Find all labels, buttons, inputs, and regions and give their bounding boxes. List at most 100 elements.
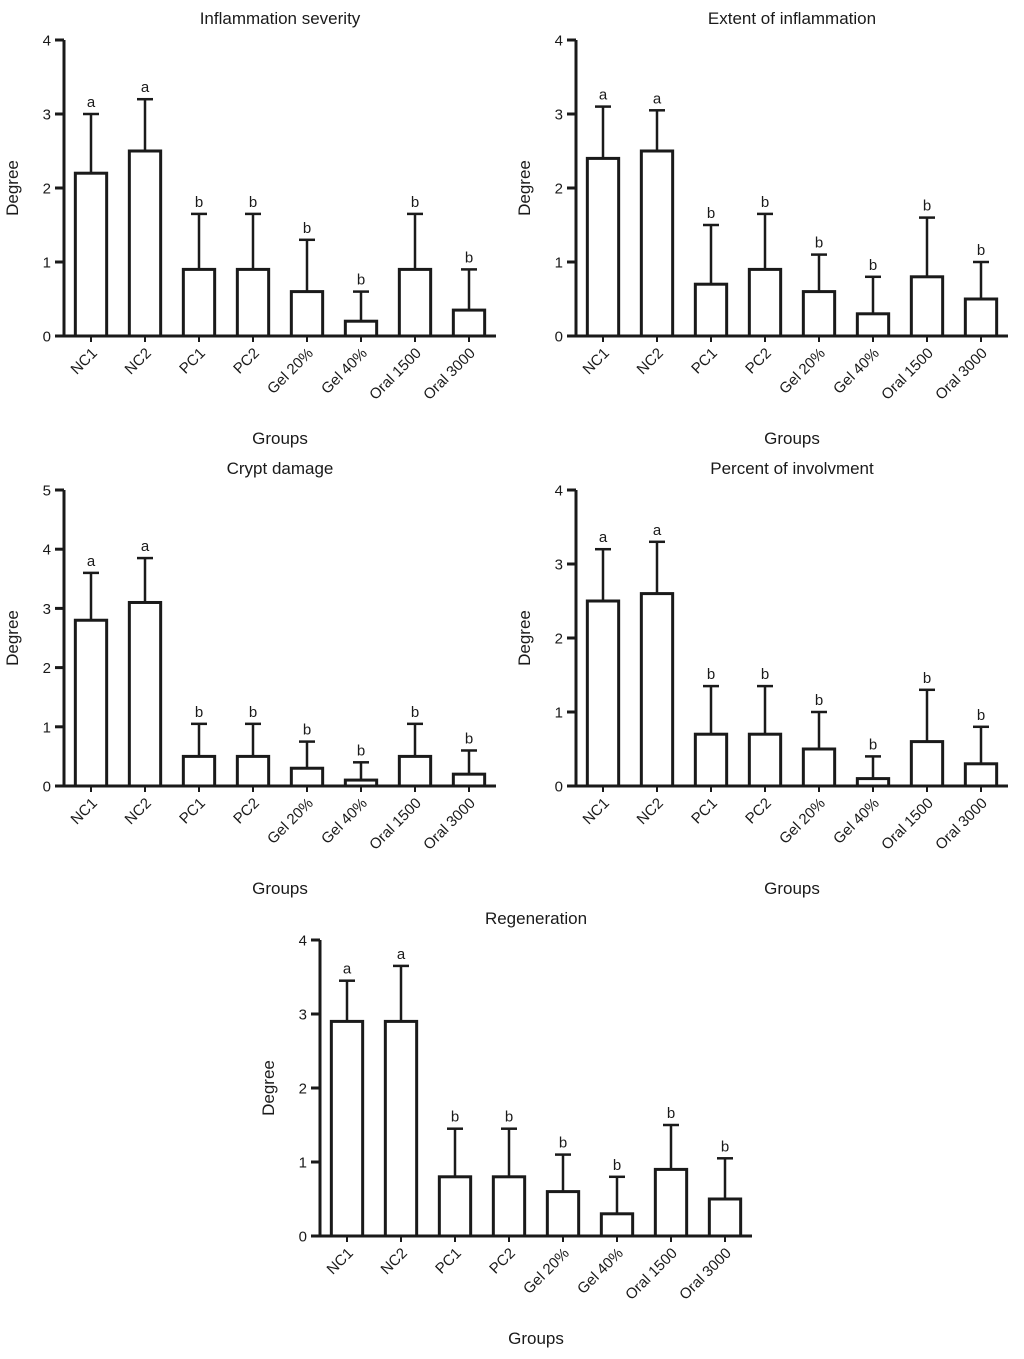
bar-gel-40 <box>343 319 379 338</box>
x-tick-label-oral-3000: Oral 3000 <box>676 1245 735 1304</box>
bar-pc2 <box>747 267 783 338</box>
chart-canvas: Percent of involvment 0 1 2 3 4 Degree a NC1 a NC2… <box>515 459 1008 898</box>
x-tick-label-oral-3000: Oral 3000 <box>932 345 991 404</box>
bar-nc1 <box>585 599 621 788</box>
y-tick-label: 2 <box>43 660 51 677</box>
sig-label-oral-3000: b <box>977 242 985 259</box>
sig-label-gel-40: b <box>869 257 877 274</box>
y-axis-label: Degree <box>3 610 22 666</box>
sig-label-gel-20: b <box>559 1135 567 1152</box>
y-tick-label: 0 <box>299 1229 307 1246</box>
y-tick-label: 4 <box>43 33 51 50</box>
bar-oral-3000 <box>963 297 999 338</box>
y-tick-label: 1 <box>43 719 51 736</box>
chart-title: Extent of inflammation <box>708 9 876 28</box>
y-tick-label: 1 <box>299 1155 307 1172</box>
sig-label-pc2: b <box>505 1109 513 1126</box>
y-tick-label: 4 <box>43 542 51 559</box>
x-tick-label-pc2: PC2 <box>230 795 263 828</box>
bar-nc2 <box>383 1019 419 1238</box>
bar-gel-20 <box>545 1190 581 1238</box>
bar-oral-1500 <box>909 275 945 338</box>
bar-gel-20 <box>289 766 325 788</box>
chart-canvas: Crypt damage 0 1 2 3 4 5 Degree a NC1 a NC2 b PC1 b PC2… <box>3 459 496 898</box>
bar-nc1 <box>73 618 109 788</box>
sig-label-pc1: b <box>707 666 715 683</box>
sig-label-nc1: a <box>343 961 352 978</box>
sig-label-gel-40: b <box>869 736 877 753</box>
bar-gel-40 <box>855 312 891 338</box>
chart-canvas: Inflammation severity 0 1 2 3 4 Degree a NC1 a NC2… <box>3 9 496 448</box>
y-tick-label: 3 <box>555 107 563 124</box>
y-tick-label: 0 <box>43 329 51 346</box>
x-tick-label-pc1: PC1 <box>688 795 721 828</box>
bar-pc1 <box>181 754 217 788</box>
x-tick-label-gel-20: Gel 20% <box>520 1245 573 1298</box>
sig-label-nc2: a <box>141 538 150 555</box>
y-tick-label: 0 <box>555 779 563 796</box>
bar-gel-20 <box>289 290 325 338</box>
chart-inflammation-severity: Inflammation severity 0 1 2 3 4 Degree a NC1 a NC2… <box>0 4 512 454</box>
x-tick-label-nc1: NC1 <box>580 795 613 828</box>
x-axis-label: Groups <box>764 879 820 898</box>
x-tick-label-nc1: NC1 <box>68 345 101 378</box>
x-tick-label-pc2: PC2 <box>230 345 263 378</box>
x-tick-label-nc2: NC2 <box>122 345 155 378</box>
bar-nc1 <box>329 1019 365 1238</box>
sig-label-nc2: a <box>397 946 406 963</box>
x-tick-label-gel-40: Gel 40% <box>318 795 371 848</box>
x-tick-label-pc1: PC1 <box>176 795 209 828</box>
chart-canvas: Extent of inflammation 0 1 2 3 4 Degree a NC1 a NC… <box>515 9 1008 448</box>
y-tick-label: 3 <box>299 1007 307 1024</box>
x-tick-label-oral-1500: Oral 1500 <box>622 1245 681 1304</box>
chart-crypt-damage: Crypt damage 0 1 2 3 4 5 Degree a NC1 a NC2 b PC1 b PC2… <box>0 454 512 904</box>
sig-label-gel-20: b <box>815 692 823 709</box>
sig-label-gel-20: b <box>303 220 311 237</box>
bar-oral-3000 <box>451 308 487 338</box>
bar-gel-40 <box>599 1212 635 1238</box>
chart-title: Regeneration <box>485 909 587 928</box>
x-tick-label-pc2: PC2 <box>742 795 775 828</box>
x-tick-label-oral-1500: Oral 1500 <box>366 795 425 854</box>
chart-canvas: Regeneration 0 1 2 3 4 Degree a NC1 a NC2 b PC1 b PC2 b… <box>259 909 752 1348</box>
x-tick-label-pc1: PC1 <box>688 345 721 378</box>
sig-label-pc2: b <box>249 704 257 721</box>
sig-label-oral-3000: b <box>721 1138 729 1155</box>
y-axis-label: Degree <box>515 160 534 216</box>
x-tick-label-gel-40: Gel 40% <box>830 795 883 848</box>
bar-oral-3000 <box>963 762 999 788</box>
sig-label-pc1: b <box>707 205 715 222</box>
y-tick-label: 2 <box>299 1081 307 1098</box>
sig-label-oral-3000: b <box>465 249 473 266</box>
sig-label-nc2: a <box>653 522 662 539</box>
sig-label-nc1: a <box>599 87 608 104</box>
x-tick-label-pc2: PC2 <box>486 1245 519 1278</box>
y-tick-label: 3 <box>43 107 51 124</box>
bar-pc2 <box>747 732 783 788</box>
y-axis-label: Degree <box>3 160 22 216</box>
sig-label-nc1: a <box>599 529 608 546</box>
bar-gel-40 <box>343 778 379 788</box>
sig-label-pc2: b <box>249 194 257 211</box>
y-tick-label: 1 <box>43 255 51 272</box>
x-tick-label-oral-3000: Oral 3000 <box>420 795 479 854</box>
bar-gel-20 <box>801 290 837 338</box>
y-tick-label: 2 <box>555 181 563 198</box>
x-tick-label-pc1: PC1 <box>432 1245 465 1278</box>
x-tick-label-gel-20: Gel 20% <box>776 345 829 398</box>
y-tick-label: 0 <box>43 779 51 796</box>
y-tick-label: 5 <box>43 483 51 500</box>
x-tick-label-gel-20: Gel 20% <box>264 795 317 848</box>
sig-label-oral-3000: b <box>977 707 985 724</box>
sig-label-pc2: b <box>761 666 769 683</box>
bar-nc2 <box>127 149 163 338</box>
bar-gel-40 <box>855 777 891 788</box>
bar-nc2 <box>639 149 675 338</box>
sig-label-pc1: b <box>195 704 203 721</box>
y-tick-label: 4 <box>299 933 307 950</box>
x-tick-label-oral-1500: Oral 1500 <box>878 795 937 854</box>
y-tick-label: 3 <box>43 601 51 618</box>
bar-oral-1500 <box>397 754 433 788</box>
bar-pc2 <box>491 1175 527 1238</box>
